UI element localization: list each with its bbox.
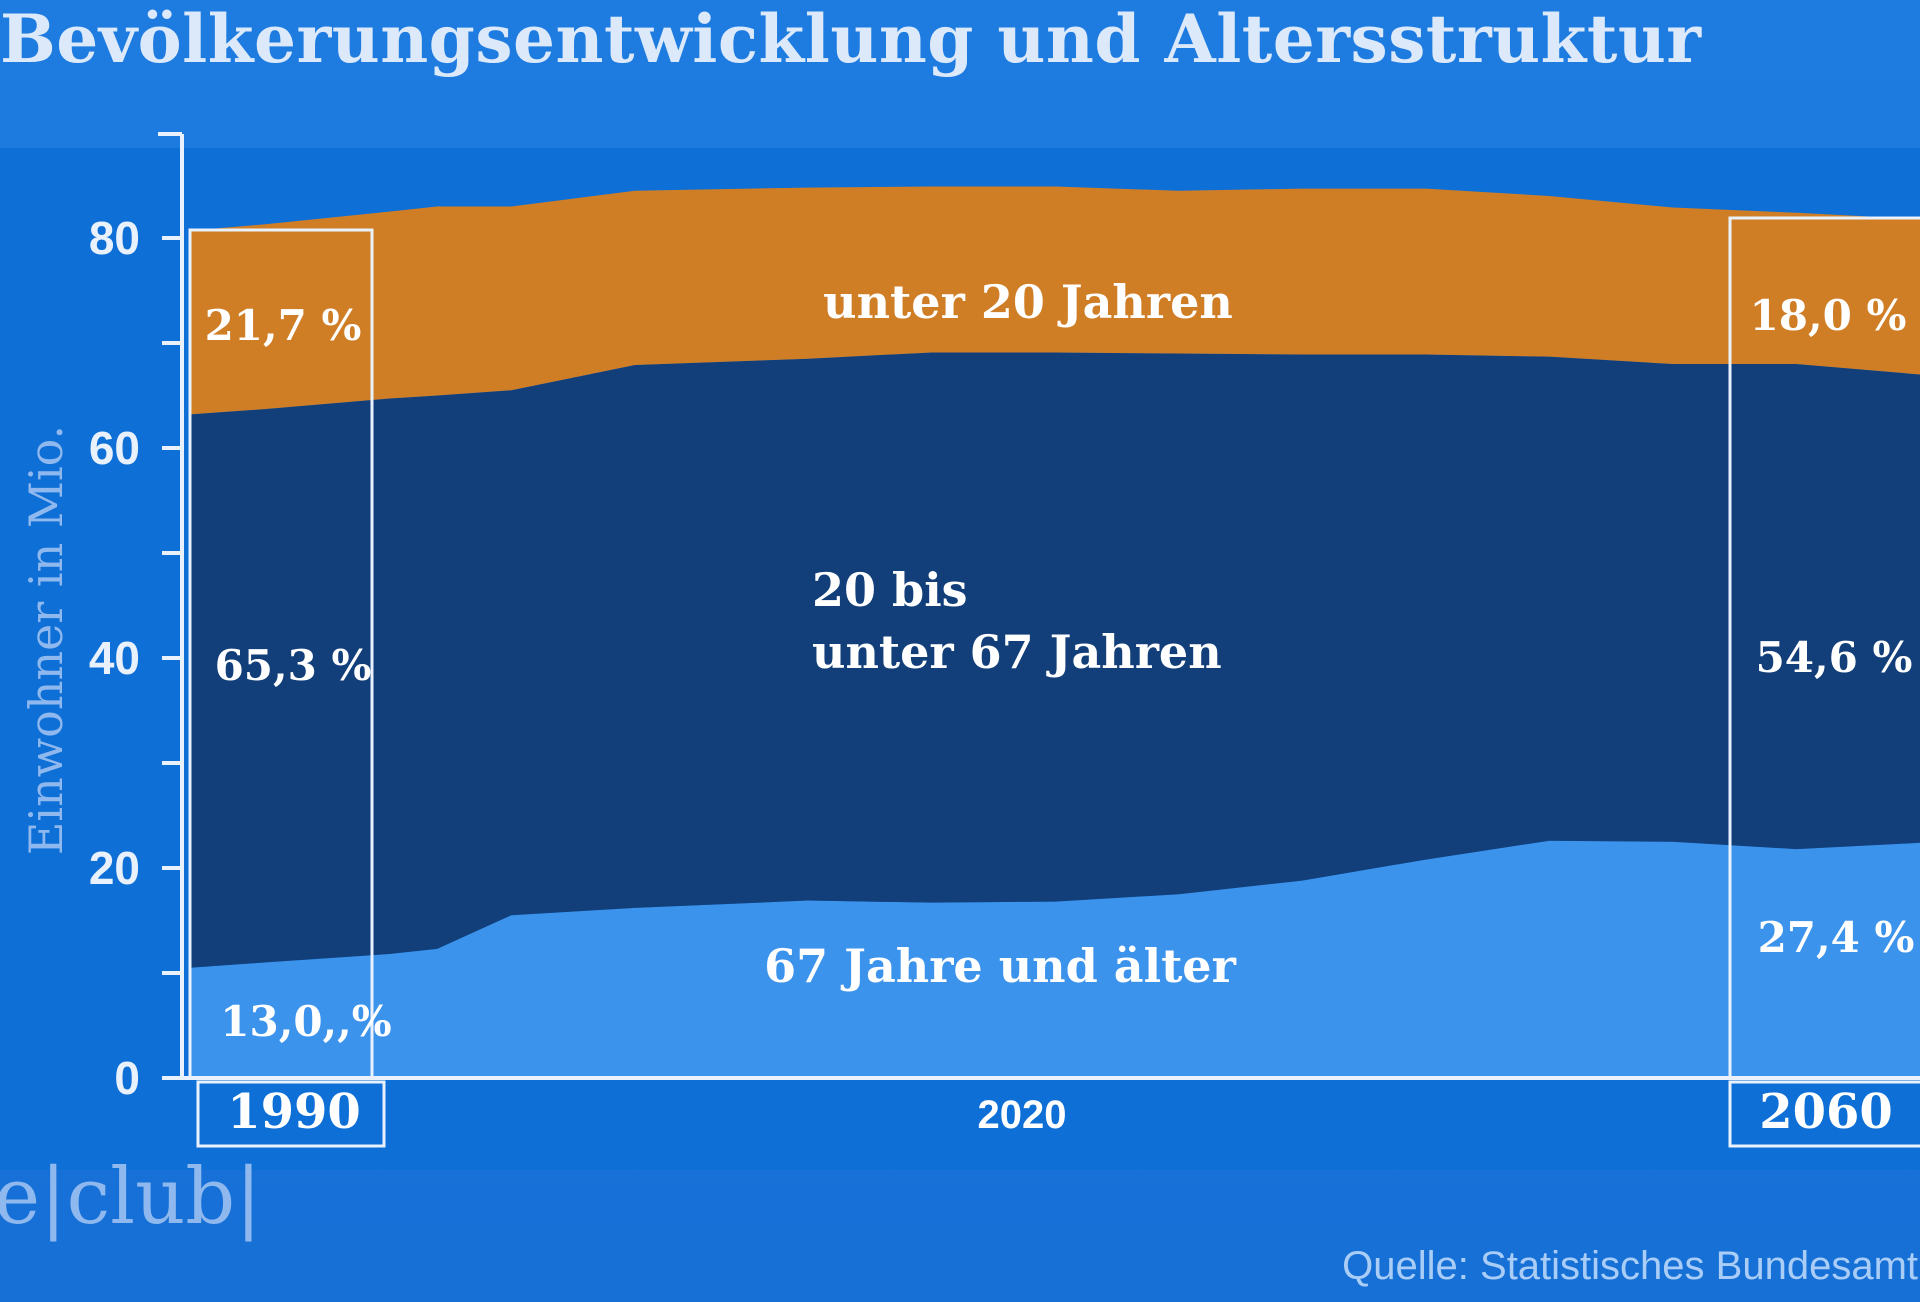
band-labels: 21,7 % 65,3 % 13,0,,% 1990 18,0 % 54,6 % 27,4 … — [205, 275, 1915, 1140]
label-2060-elderly: 27,4 % — [1758, 913, 1915, 962]
y-tick-label: 40 — [89, 632, 140, 684]
y-axis: 0 20 40 60 80 Einwohner in Mio. — [19, 132, 1920, 1104]
highlight-frames — [188, 216, 1920, 1148]
label-1990-elderly: 13,0,,% — [220, 997, 391, 1046]
x-tick-2020: 2020 — [978, 1093, 1067, 1137]
y-axis-title: Einwohner in Mio. — [19, 425, 73, 855]
label-1990-working: 65,3 % — [215, 641, 372, 690]
area-working — [190, 352, 1920, 968]
y-tick-label: 60 — [89, 422, 140, 474]
y-tick-label: 0 — [114, 1052, 140, 1104]
y-tick-label: 20 — [89, 842, 140, 894]
band-label-under20: unter 20 Jahren — [823, 275, 1233, 329]
band-label-working-line1: 20 bis — [812, 563, 968, 617]
band-label-elderly: 67 Jahre und älter — [764, 939, 1236, 993]
label-2060-working: 54,6 % — [1756, 633, 1913, 682]
x-tick-1990: 1990 — [227, 1084, 361, 1140]
area-elderly — [190, 840, 1920, 1078]
label-1990-under20: 21,7 % — [205, 301, 362, 350]
y-tick-label: 80 — [89, 212, 140, 264]
area-layers — [190, 186, 1920, 1078]
x-tick-2060: 2060 — [1759, 1084, 1893, 1140]
frame-2060-year — [1728, 1080, 1920, 1148]
frame-1990 — [188, 228, 374, 1080]
band-label-working-line2: unter 67 Jahren — [812, 625, 1222, 679]
label-2060-under20: 18,0 % — [1750, 291, 1907, 340]
chart-title: Bevölkerungsentwicklung und Altersstrukt… — [0, 0, 1702, 78]
source-note: Quelle: Statistisches Bundesamt — [1342, 1244, 1918, 1288]
frame-2060 — [1728, 216, 1920, 1080]
area-under20 — [190, 186, 1920, 415]
frame-1990-year — [196, 1080, 386, 1148]
brand-logo-text: e|club| — [0, 1152, 262, 1242]
